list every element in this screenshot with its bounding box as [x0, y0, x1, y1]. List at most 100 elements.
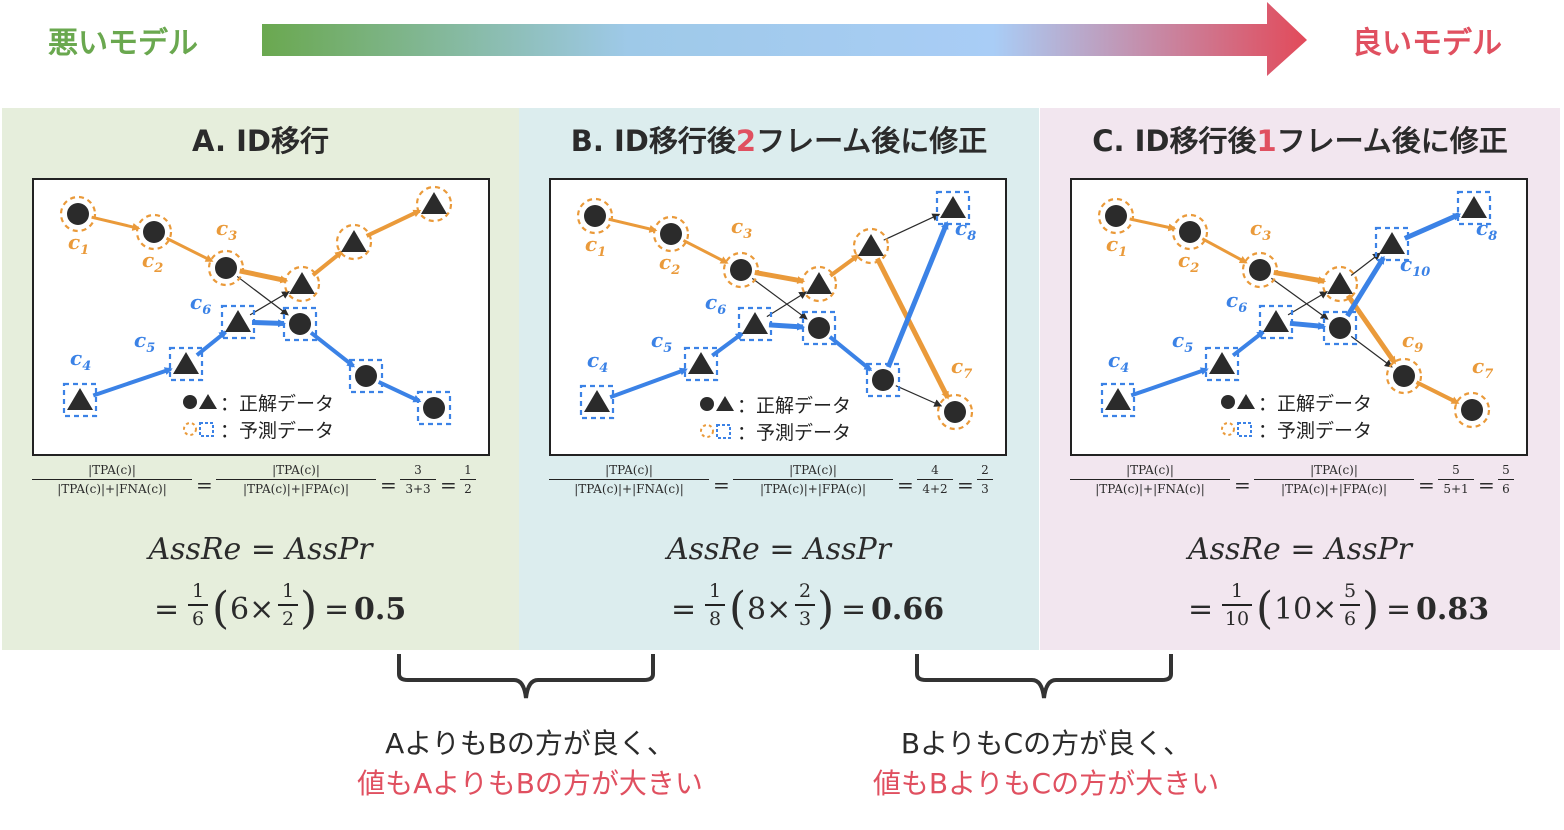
gt-link-arrow: [1350, 252, 1381, 276]
track-arrow: [768, 322, 806, 331]
ground-truth-triangle: [67, 388, 93, 410]
title-suffix: フレーム後に修正: [1276, 124, 1508, 158]
ground-truth-triangle: [688, 352, 714, 374]
assre-equals-asspr: AssRe = AssPr: [667, 532, 891, 567]
prediction-square-marker: [1258, 304, 1294, 340]
frac-fpa-num: |TPA(c)|: [733, 463, 893, 480]
track-arrow: [829, 253, 860, 278]
ground-truth-triangle: [289, 272, 315, 294]
track-id-label: c2: [659, 250, 680, 278]
prediction-square-marker: [220, 304, 256, 340]
panel-title: A. ID移行: [2, 118, 519, 160]
coef-den: 6: [191, 608, 205, 630]
prediction-square-marker: [1456, 190, 1492, 226]
track-id-label: c5: [651, 328, 672, 356]
prediction-square-marker: [801, 310, 837, 346]
legend-circle-icon: [183, 395, 197, 409]
ground-truth-triangle: [584, 390, 610, 412]
gt-link-arrow: [1270, 277, 1329, 320]
gt-link-arrow: [895, 385, 943, 407]
track-id-letter: c: [134, 328, 147, 352]
ground-truth-circle: [215, 257, 237, 279]
track-id-sub: 4: [1120, 361, 1130, 376]
ground-truth-triangle: [1327, 272, 1353, 294]
track-arrow: [1201, 237, 1248, 264]
brace-bc-icon: [915, 654, 1173, 699]
legend-triangle-icon: [199, 394, 217, 409]
track-id-sub: 5: [1184, 341, 1194, 356]
track-arrow: [609, 367, 688, 400]
frac-fna-num: |TPA(c)|: [32, 463, 192, 480]
track-id-letter: c: [1402, 328, 1415, 352]
caption-ab-line2: 値もAよりもBの方が大きい: [357, 767, 703, 800]
gt-link-arrow: [1350, 335, 1393, 368]
track-arrow: [92, 367, 173, 398]
frac-fpa: |TPA(c)| |TPA(c)|+|FPA(c)|: [216, 463, 376, 496]
legend-pred-circle-icon: [700, 424, 714, 438]
track-arrow: [1231, 330, 1265, 357]
legend-circle-icon: [700, 397, 714, 411]
legend-gt-label: ：正解データ: [737, 395, 852, 417]
track-id-letter: c: [1476, 216, 1489, 240]
ground-truth-circle: [584, 205, 606, 227]
track-arrow: [239, 268, 289, 284]
association-formula: |TPA(c)| |TPA(c)|+|FNA(c)| = |TPA(c)| |TPA(c…: [549, 463, 1009, 515]
track-id-label: c2: [142, 248, 163, 276]
track-id-label: c3: [216, 216, 237, 244]
tracking-diagram-svg: [59, 185, 453, 437]
track-id-label: c7: [951, 354, 972, 382]
title-frame-count: 1: [1256, 124, 1277, 158]
gt-link-arrow: [249, 291, 290, 316]
prediction-square-marker: [1204, 346, 1240, 382]
inner-den: 6: [1343, 608, 1357, 630]
gt-link-arrow: [766, 291, 808, 318]
legend-pred-label: ：予測データ: [1258, 420, 1373, 442]
track-id-letter: c: [1108, 348, 1121, 372]
association-formula: |TPA(c)| |TPA(c)|+|FNA(c)| = |TPA(c)| |TPA(c…: [32, 463, 492, 515]
panel-b: B. ID移行後2フレーム後に修正 ：正解データ ：予測データ c1 c2 c3 c4 c5 c…: [519, 108, 1039, 650]
frac-fna-den: |TPA(c)|+|FNA(c)|: [57, 482, 167, 496]
panel-a: A. ID移行 ：正解データ ：予測データ c1 c2 c3 c4 c5 c6 |TPA(c)| |…: [2, 108, 519, 650]
track-id-sub: 2: [671, 263, 681, 278]
title-prefix: A. ID移行: [192, 124, 329, 158]
frac-ratio-num: 3: [400, 463, 436, 480]
ground-truth-circle: [289, 313, 311, 335]
panel-title: C. ID移行後1フレーム後に修正: [1040, 118, 1560, 160]
caption-bc-line2: 値もBよりもCの方が大きい: [872, 767, 1220, 800]
score-value: 0.83: [1416, 592, 1490, 627]
track-id-letter: c: [68, 230, 81, 254]
prediction-square-marker: [1322, 310, 1358, 346]
ground-truth-triangle: [1105, 388, 1131, 410]
track-id-sub: 8: [967, 229, 977, 244]
ground-truth-circle: [660, 223, 682, 245]
track-id-letter: c: [216, 216, 229, 240]
ground-truth-circle: [355, 365, 377, 387]
prediction-square-marker: [416, 390, 452, 426]
prediction-circle-marker: [652, 215, 690, 253]
track-id-sub: 6: [202, 303, 212, 318]
gt-link-arrow: [751, 277, 808, 320]
ground-truth-circle: [1249, 259, 1271, 281]
track-arrow: [885, 220, 950, 368]
frac-ratio-den: 3+3: [405, 482, 431, 496]
track-id-label: c6: [190, 290, 211, 318]
track-id-label: c5: [134, 328, 155, 356]
track-id-sub: 5: [663, 341, 673, 356]
ground-truth-circle: [944, 401, 966, 423]
track-arrow: [165, 236, 214, 263]
prediction-circle-marker: [1321, 265, 1359, 303]
legend-circle-icon: [1221, 395, 1235, 409]
tracking-diagram-svg: [576, 190, 974, 439]
legend-pred-circle-icon: [183, 422, 197, 436]
track-id-letter: c: [1172, 328, 1185, 352]
track-id-label: c4: [1108, 348, 1129, 376]
track-arrow: [1130, 367, 1209, 398]
panel-c: C. ID移行後1フレーム後に修正 ：正解データ ：予測データ c1 c2 c3 c4 c5 c…: [1040, 108, 1560, 650]
track-id-letter: c: [651, 328, 664, 352]
score-expression: = 1 8(8× 2 3) = 0.66: [671, 580, 945, 634]
track-id-label: c7: [1472, 354, 1493, 382]
inner-num: 1: [278, 580, 298, 606]
